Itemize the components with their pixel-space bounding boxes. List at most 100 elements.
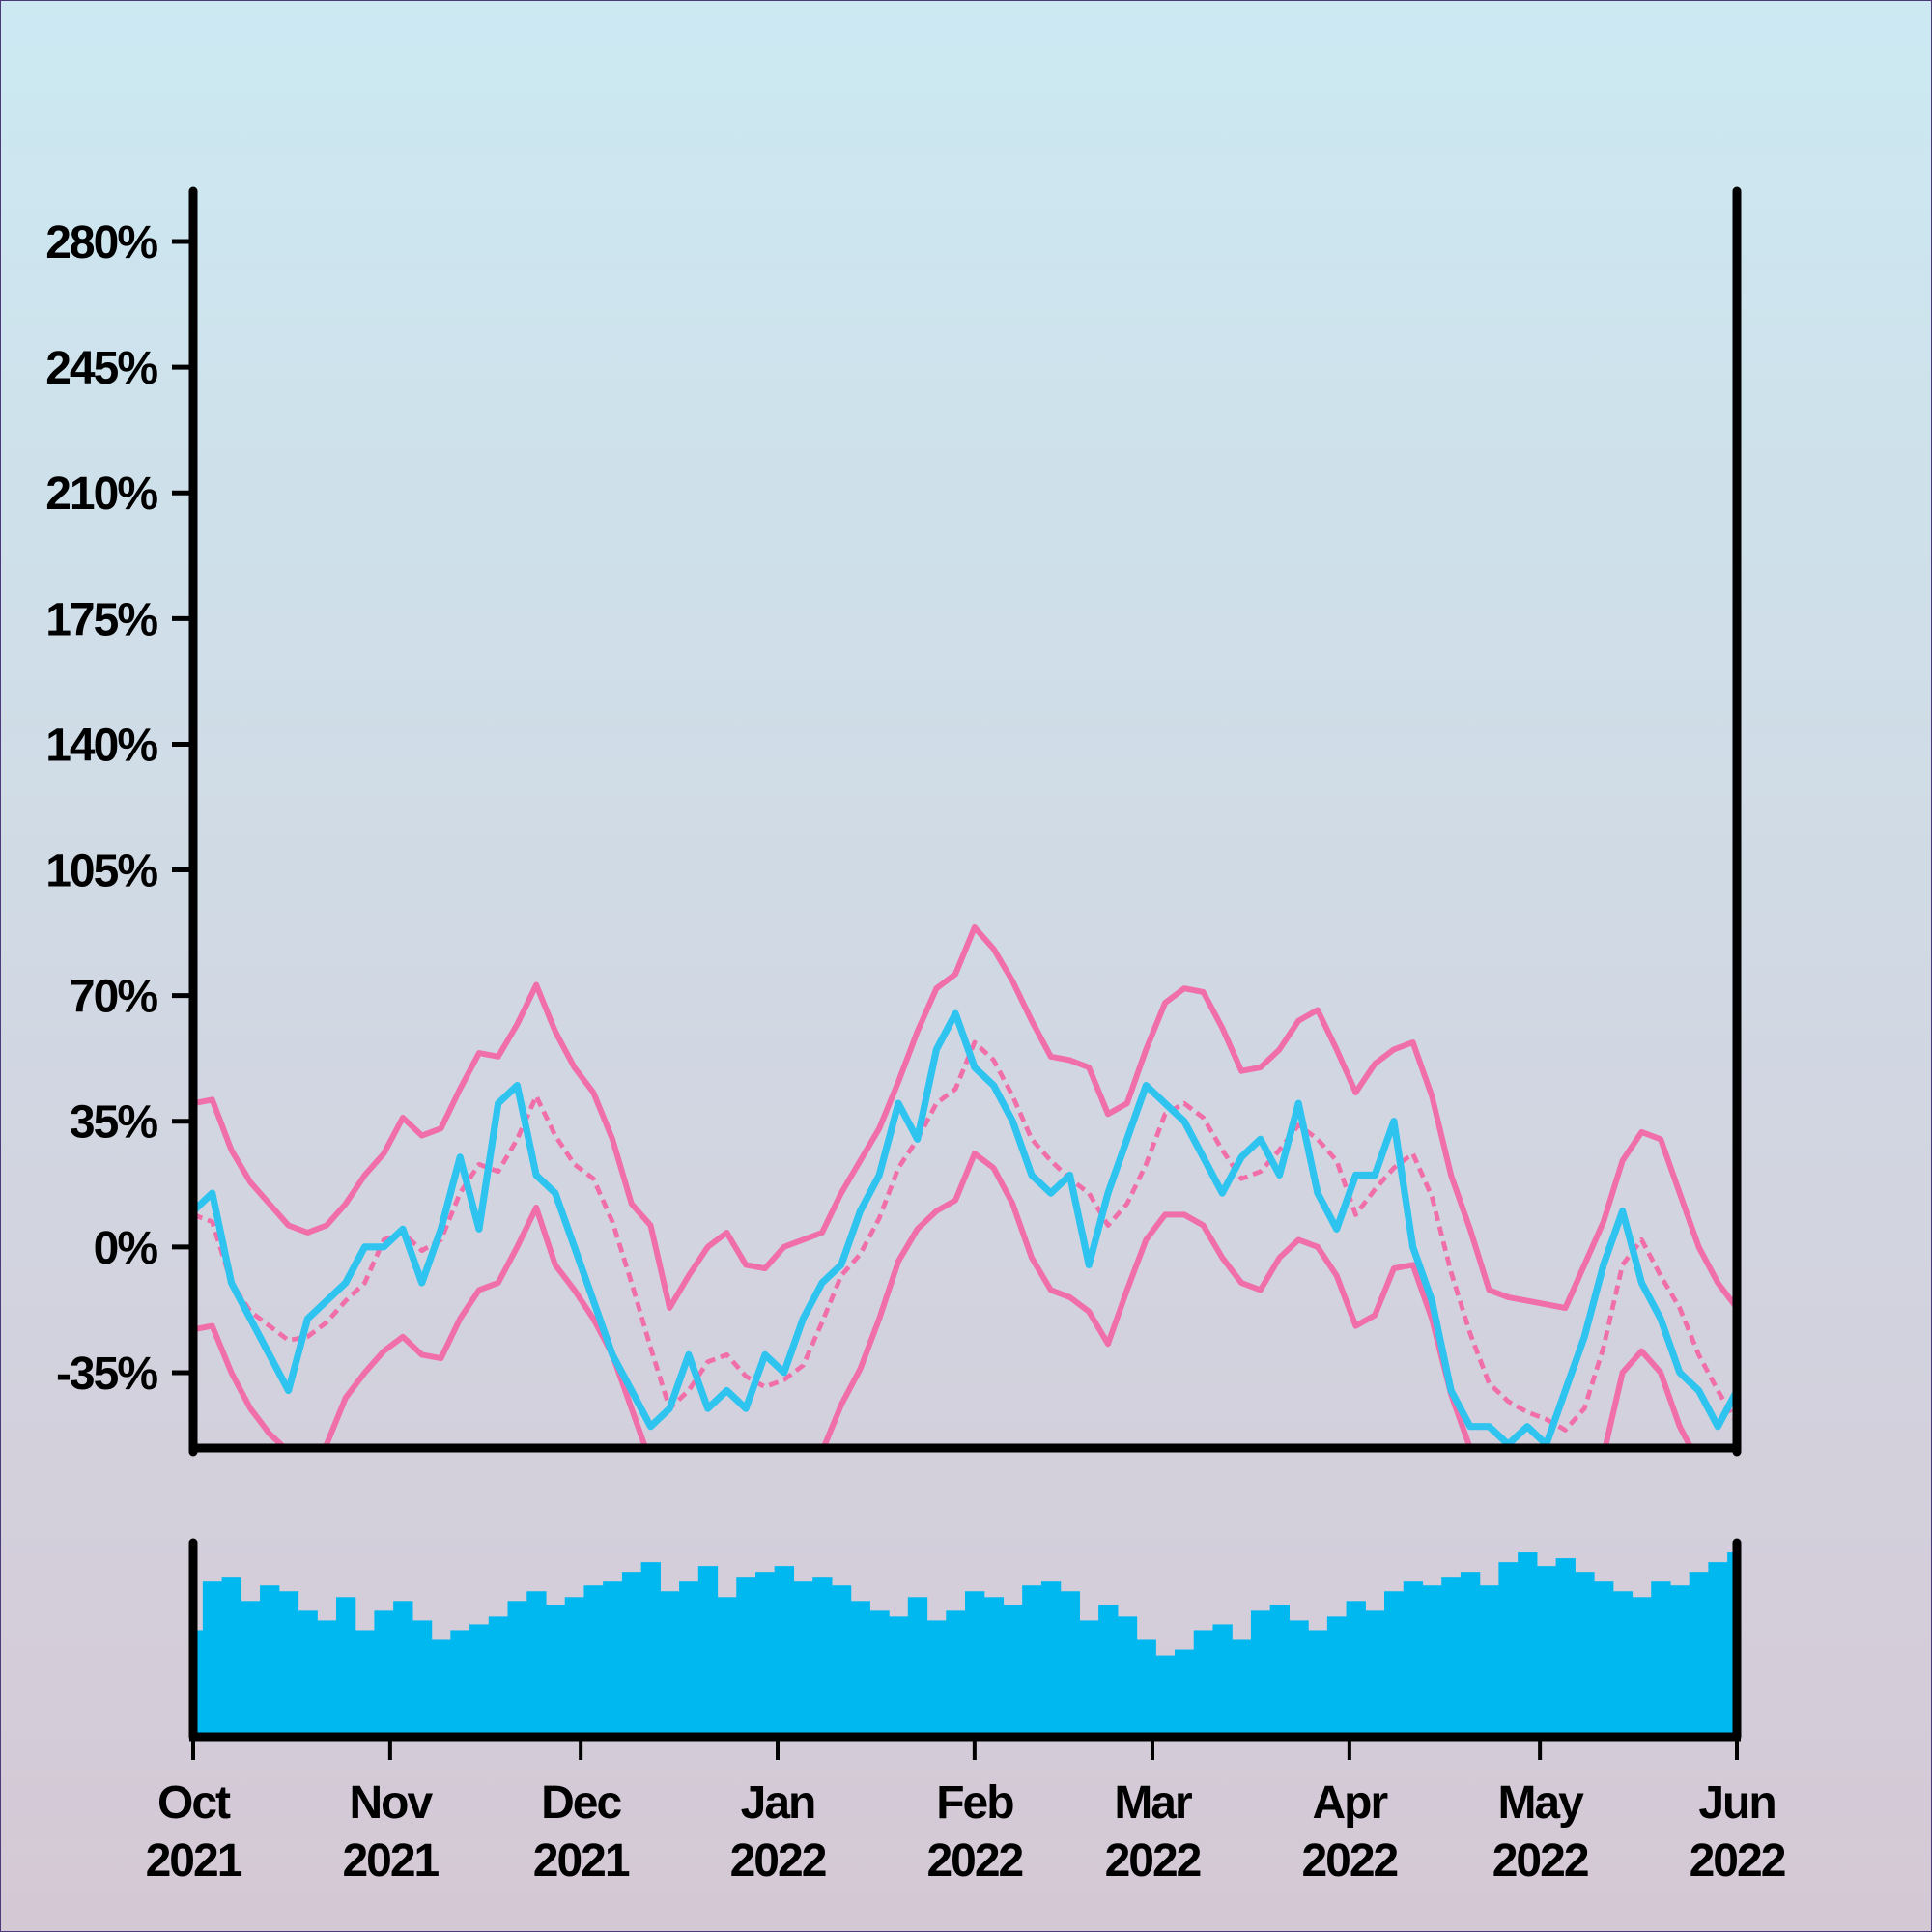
volume-bar [1117, 1616, 1138, 1737]
y-tick-label: 245% [45, 343, 157, 394]
volume-bar [431, 1639, 451, 1737]
volume-bar [1727, 1552, 1738, 1737]
x-tick-label: May 2022 [1492, 1777, 1588, 1887]
volume-bar [907, 1597, 928, 1737]
volume-bar [393, 1601, 413, 1737]
volume-bar [793, 1581, 813, 1737]
volume-bar [1689, 1572, 1710, 1737]
y-tick-label: 175% [45, 594, 157, 645]
volume-bar [717, 1597, 737, 1737]
axes: -35% 0% 35% 70% 105% 140% 175% 210% 245% 280% Oct 2… [45, 186, 1787, 1887]
volume-bar [754, 1572, 776, 1737]
volume-bar [1079, 1620, 1099, 1737]
volume-bar [260, 1585, 280, 1737]
volume-bar [545, 1605, 566, 1737]
y-tick-label: -35% [56, 1349, 157, 1400]
volume-bar [193, 1630, 204, 1737]
y-tick-label: 140% [45, 720, 157, 771]
volume-bar [1441, 1577, 1462, 1737]
y-tick-label: 70% [70, 972, 157, 1023]
volume-bar [1060, 1591, 1080, 1737]
volume-bar [202, 1581, 223, 1737]
x-tick-label: Feb 2022 [926, 1777, 1022, 1887]
series-line [193, 924, 1737, 1311]
volume-bar [946, 1610, 966, 1737]
volume-bar [1289, 1620, 1309, 1737]
volume-bar [1479, 1585, 1499, 1737]
volume-bar [697, 1566, 719, 1737]
volume-bar [221, 1577, 242, 1737]
volume-bar [1040, 1581, 1062, 1737]
y-tick-label: 105% [45, 846, 157, 897]
volume-bar [1422, 1585, 1442, 1737]
middle-band [193, 1039, 1737, 1433]
x-tick-label: Oct 2021 [146, 1777, 242, 1887]
volume-bar [774, 1566, 795, 1737]
volume-bar [412, 1620, 433, 1737]
x-tick-label: Jan 2022 [730, 1777, 826, 1887]
volume-bar [1518, 1552, 1538, 1737]
volume-bar [1632, 1597, 1652, 1737]
volume-bar [1555, 1558, 1576, 1737]
volume-bar [1460, 1572, 1481, 1737]
y-tick-label: 35% [70, 1097, 157, 1149]
x-tick-label: Mar 2022 [1105, 1777, 1201, 1887]
volume-bar [317, 1620, 337, 1737]
volume-bar [526, 1591, 547, 1737]
volume-bar [488, 1616, 509, 1737]
volume-bar [1346, 1601, 1366, 1737]
volume-panel [193, 1552, 1738, 1737]
plot-area [193, 924, 1737, 1448]
volume-bar [564, 1597, 585, 1737]
volume-bar [241, 1601, 261, 1737]
volume-bar [850, 1601, 870, 1737]
volume-bar [831, 1585, 852, 1737]
y-tick-label: 280% [45, 217, 157, 269]
volume-bar [1308, 1630, 1328, 1737]
volume-bar [1269, 1605, 1290, 1737]
series-line [193, 1009, 1737, 1448]
volume-bar [869, 1610, 890, 1737]
volume-bar [1003, 1605, 1023, 1737]
volume-bar [355, 1630, 376, 1737]
volume-bar [1212, 1624, 1233, 1737]
volume-bar [1193, 1630, 1214, 1737]
volume-bar [583, 1585, 604, 1737]
x-tick-label: Jun 2022 [1690, 1777, 1785, 1887]
volume-bar [298, 1610, 318, 1737]
volume-bar [1536, 1566, 1557, 1737]
volume-bar [603, 1581, 623, 1737]
volume-bar [660, 1591, 680, 1737]
volume-bar [1326, 1616, 1348, 1737]
volume-bar [983, 1597, 1005, 1737]
y-tick-label: 210% [45, 469, 157, 520]
volume-bar [1669, 1585, 1690, 1737]
series-line [193, 1151, 1695, 1448]
volume-bar [1708, 1562, 1728, 1737]
volume-bar [812, 1577, 833, 1737]
volume-bar [1365, 1610, 1385, 1737]
volume-bar [1022, 1585, 1042, 1737]
volume-bar [469, 1624, 490, 1737]
volume-bar [736, 1577, 756, 1737]
x-tick-label: Dec 2021 [533, 1777, 630, 1887]
volume-bar [1498, 1562, 1519, 1737]
volume-bar [1384, 1591, 1405, 1737]
volume-bar [1098, 1605, 1119, 1737]
volume-bar [335, 1597, 356, 1737]
y-tick-label: 0% [94, 1223, 158, 1274]
volume-bar [621, 1572, 642, 1737]
volume-bar [926, 1620, 947, 1737]
volume-bar [1403, 1581, 1424, 1737]
volume-bar [450, 1630, 470, 1737]
x-tick-label: Nov 2021 [342, 1777, 439, 1887]
x-tick-label: Apr 2022 [1301, 1777, 1397, 1887]
volume-bar [1612, 1591, 1634, 1737]
volume-bar [640, 1562, 661, 1737]
volume-bar [1651, 1581, 1671, 1737]
volume-bar [1575, 1572, 1595, 1737]
volume-bar [1136, 1639, 1156, 1737]
volume-bar [374, 1610, 394, 1737]
volume-bar [889, 1616, 909, 1737]
